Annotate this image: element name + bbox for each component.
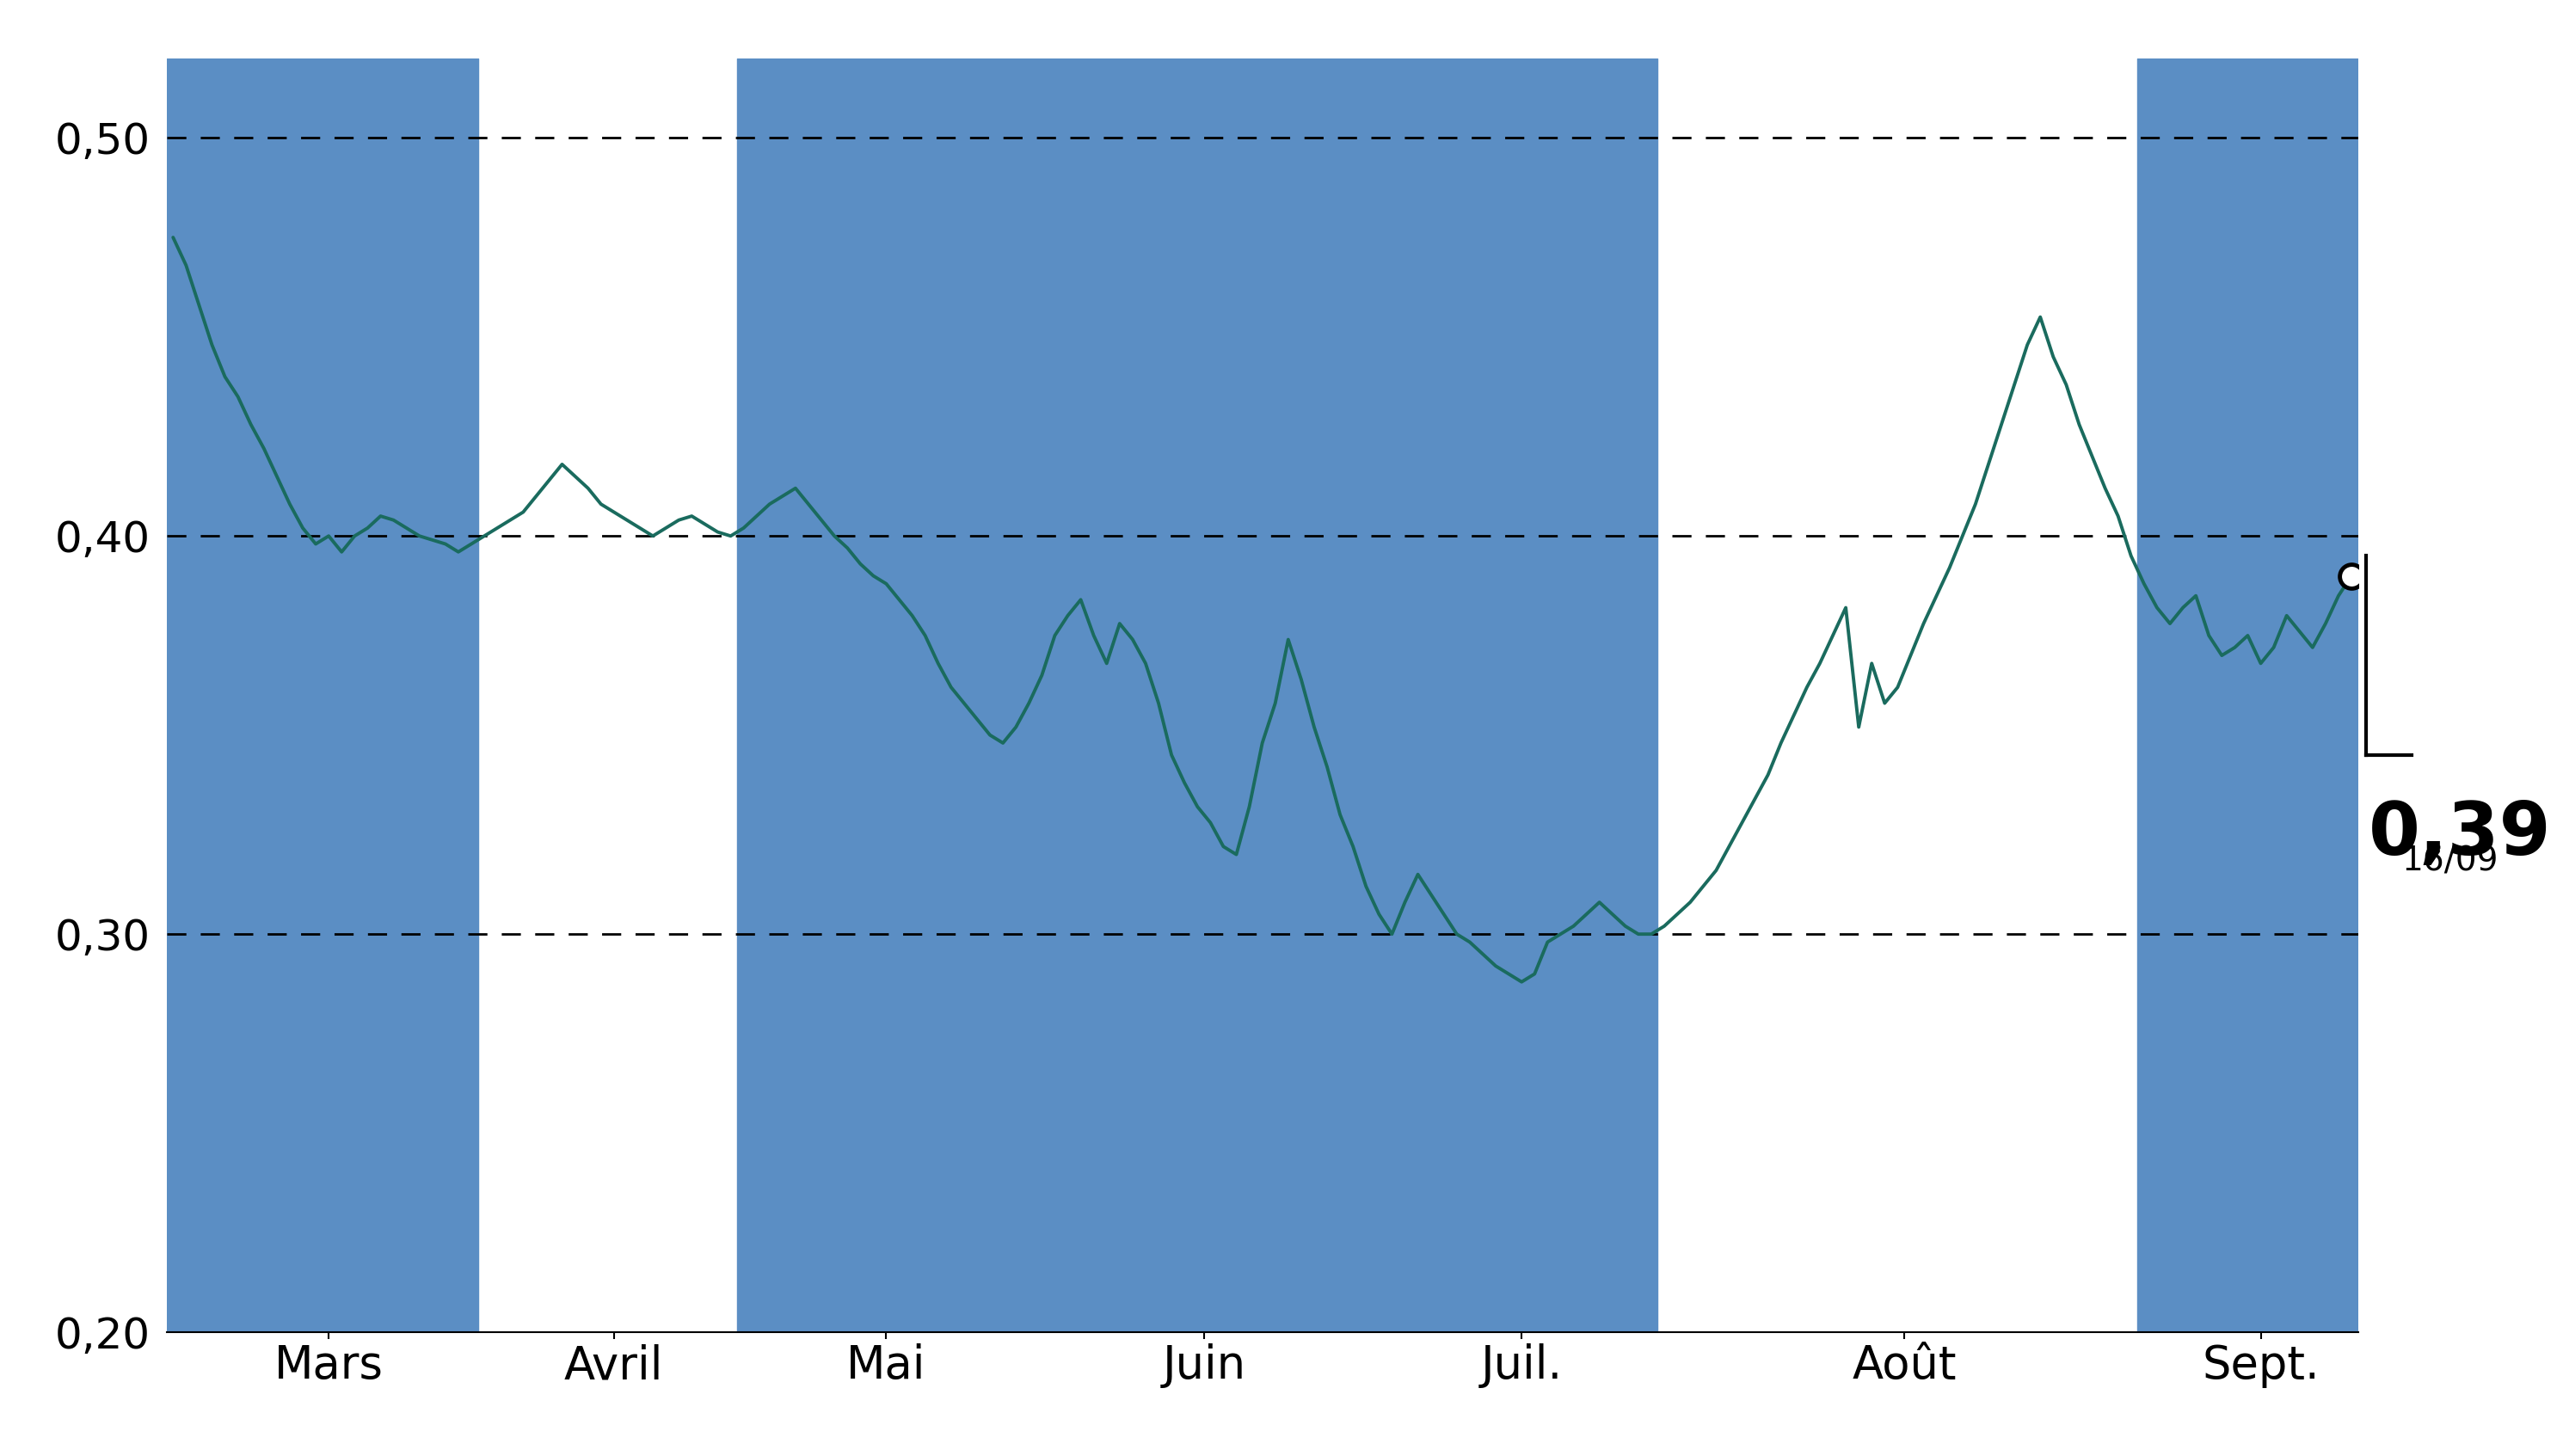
Bar: [738, 58, 1023, 1332]
Bar: [2138, 58, 2371, 1332]
Bar: [1023, 58, 1374, 1332]
Bar: [167, 58, 477, 1332]
Text: 0,39: 0,39: [2368, 799, 2550, 871]
Text: GENSIGHT BIOLOGICS: GENSIGHT BIOLOGICS: [638, 31, 1925, 132]
Text: 16/09: 16/09: [2402, 844, 2499, 878]
Bar: [1374, 58, 1658, 1332]
